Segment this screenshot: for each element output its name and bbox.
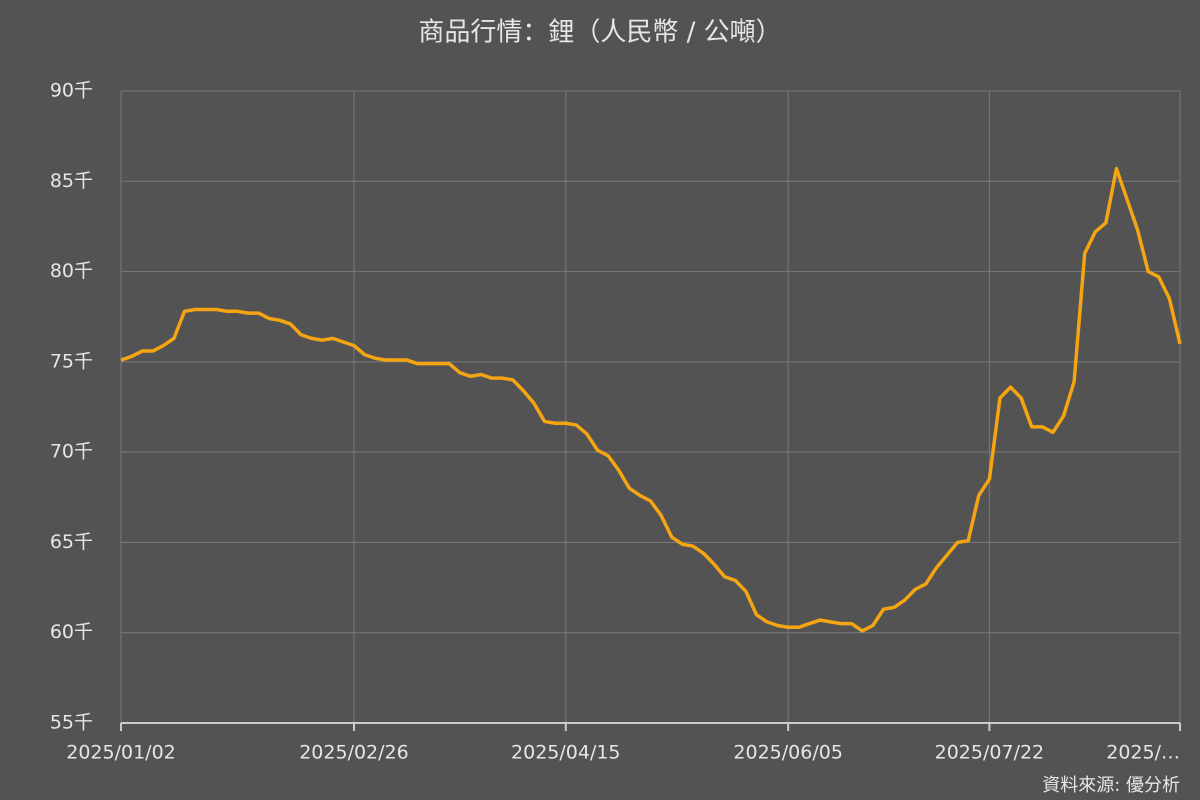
data-line: [120, 166, 1182, 633]
x-tick-label: 2025/…: [1106, 742, 1180, 764]
y-tick-label: 90千: [50, 80, 93, 102]
x-tick-label: 2025/02/26: [299, 742, 409, 764]
y-tick-label: 70千: [50, 441, 93, 463]
chart-title: 商品行情：鋰（人民幣 / 公噸）: [418, 18, 781, 48]
source-note: 資料來源: 優分析: [1042, 775, 1180, 796]
x-tick-label: 2025/01/02: [66, 742, 176, 764]
x-tick-label: 2025/07/22: [935, 742, 1045, 764]
y-tick-label: 85千: [50, 170, 93, 192]
y-tick-label: 65千: [50, 531, 93, 553]
y-tick-label: 60千: [50, 621, 93, 643]
y-tick-label: 55千: [50, 712, 93, 734]
x-tick-label: 2025/04/15: [511, 742, 621, 764]
y-tick-label: 75千: [50, 350, 93, 372]
x-tick-label: 2025/06/05: [733, 742, 843, 764]
y-tick-label: 80千: [50, 260, 93, 282]
